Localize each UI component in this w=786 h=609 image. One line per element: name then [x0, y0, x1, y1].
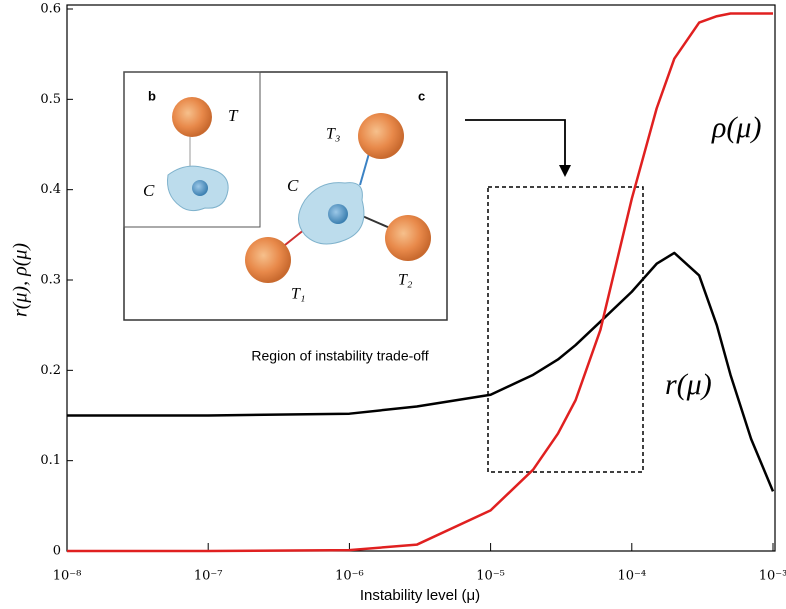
x-tick-label: 10⁻⁷ [194, 569, 223, 584]
cell-label: T₂ [398, 272, 413, 289]
x-axis-label: Instability level (μ) [360, 587, 480, 604]
t-cell [385, 215, 431, 261]
plot-frame [66, 4, 776, 552]
cell-label: C [287, 176, 299, 195]
cell-label: C [143, 181, 155, 200]
x-tick-label: 10⁻⁵ [476, 569, 505, 584]
cell-label: T [228, 106, 239, 125]
connector [359, 214, 391, 229]
y-tick-label: 0.4 [40, 182, 61, 197]
cell-label: T₃ [326, 126, 340, 143]
annotation: Region of instability trade-off [251, 348, 428, 364]
connector [359, 149, 371, 186]
inset: b c T C C T₃ T₂ T₁ [123, 71, 448, 321]
region-box [487, 186, 644, 473]
arrow [465, 119, 566, 170]
panel-label: b [148, 88, 156, 103]
arrow-head [559, 165, 571, 177]
x-tick-label: 10⁻³ [759, 569, 786, 584]
y-tick-label: 0.5 [40, 92, 61, 107]
x-tick-label: 10⁻⁶ [335, 569, 364, 584]
y-tick-label: 0 [53, 544, 61, 559]
cell-label: T₁ [291, 286, 305, 303]
nucleus [192, 180, 208, 196]
x-tick-label: 10⁻⁴ [617, 569, 646, 584]
panel-label: c [418, 88, 425, 103]
y-axis-label: r(μ), ρ(μ) [10, 243, 32, 317]
nucleus [328, 204, 348, 224]
y-tick-label: 0.1 [40, 453, 61, 468]
t-cell [172, 97, 212, 137]
t-cell [358, 113, 404, 159]
x-tick-label: 10⁻⁸ [53, 569, 82, 584]
inset-panel-b [123, 71, 261, 228]
series-line [67, 12, 773, 553]
y-tick-label: 0.6 [40, 2, 61, 17]
y-tick-label: 0.3 [40, 273, 61, 288]
series-label: ρ(μ) [711, 111, 761, 144]
series-label: r(μ) [665, 368, 712, 401]
series-line [67, 251, 775, 492]
t-cell [245, 237, 291, 283]
y-tick-label: 0.2 [40, 363, 61, 378]
